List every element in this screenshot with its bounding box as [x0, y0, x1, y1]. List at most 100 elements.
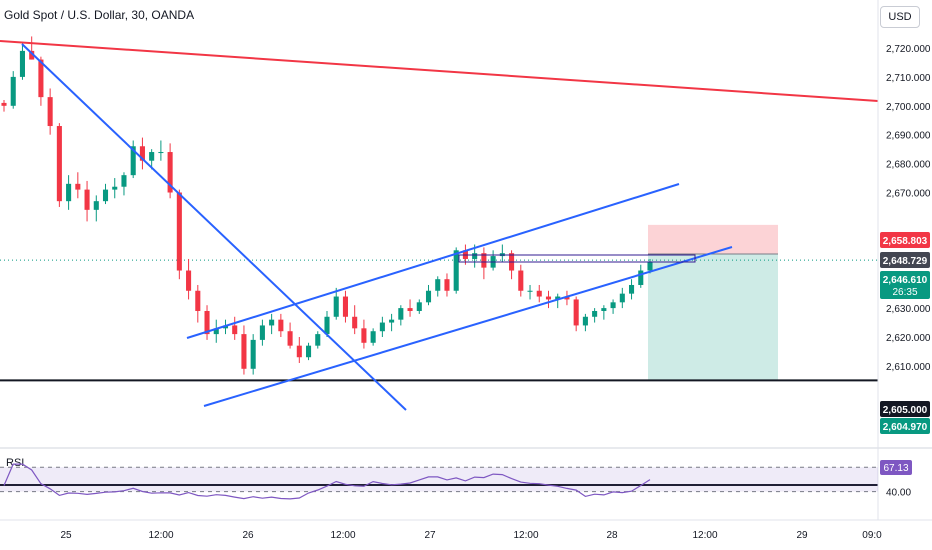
candle-body [56, 126, 62, 202]
price-tick-label: 2,630.000 [886, 304, 931, 315]
candle-body [527, 290, 533, 292]
candle-body [130, 146, 136, 176]
rsi-band [0, 467, 878, 492]
candle-body [425, 290, 432, 303]
price-badge-label: 2,646.610 [883, 275, 928, 286]
candle-body [435, 279, 441, 291]
candle-body [389, 319, 395, 323]
price-badge-label: 2,605.000 [883, 405, 928, 416]
candle-body [250, 339, 256, 369]
candle-body [573, 299, 579, 326]
price-badge [880, 401, 930, 417]
rsi-value-badge [880, 460, 912, 475]
candle-body [167, 152, 173, 193]
candle-body [398, 308, 404, 320]
price-badge [880, 271, 930, 299]
candle-body [629, 284, 635, 294]
price-tick-label: 2,680.000 [886, 160, 931, 171]
candle-body [139, 146, 145, 161]
candle-body [149, 152, 155, 161]
candle-body [555, 296, 561, 300]
position-stop-zone [648, 224, 778, 254]
candle-body [259, 325, 265, 340]
candle-body [204, 310, 210, 335]
candle-body [306, 345, 312, 358]
rsi-label: RSI [6, 457, 24, 469]
candle-body [102, 189, 109, 202]
candle-body [112, 186, 118, 190]
candle-body [545, 296, 552, 300]
position-target-zone [648, 253, 778, 381]
candle-body [315, 334, 321, 346]
channel-upper-line [186, 183, 680, 339]
candle-body [232, 325, 238, 335]
time-tick-label: 09:0 [862, 530, 882, 541]
channel-lower-line [203, 246, 733, 407]
rsi-tick-label: 40.00 [886, 488, 911, 499]
candle-body [444, 279, 450, 291]
rsi-line [3, 463, 651, 500]
candle-body [601, 308, 607, 311]
price-badge-label: 2,604.970 [883, 422, 928, 433]
candle-body [481, 253, 487, 268]
candle-body [361, 328, 367, 343]
currency-button[interactable]: USD [880, 6, 920, 28]
candle-body [75, 183, 81, 190]
price-tick-label: 2,620.000 [886, 333, 931, 344]
candle-body [195, 290, 201, 311]
candle-body [241, 334, 247, 369]
candle-body [582, 316, 588, 326]
candle-body [647, 261, 653, 271]
candle-body [379, 322, 385, 332]
price-badge-label: 2,658.803 [883, 236, 928, 247]
candle-body [536, 290, 542, 297]
price-tick-label: 2,670.000 [886, 189, 931, 200]
candle-body [619, 293, 625, 303]
price-tick-label: 2,710.000 [886, 73, 931, 84]
candle-body [564, 296, 570, 300]
price-badge [880, 252, 930, 268]
candle-body [296, 345, 302, 358]
candle-body [47, 97, 53, 127]
candle-body [416, 302, 422, 311]
price-tick-label: 2,610.000 [886, 362, 931, 373]
candle-body [518, 270, 524, 291]
candle-body [342, 296, 348, 317]
candle-body [84, 189, 90, 210]
candle-body [352, 316, 358, 329]
candle-body [29, 50, 35, 60]
time-tick-label: 12:00 [148, 530, 173, 541]
resistance-box [458, 254, 696, 263]
time-tick-label: 25 [60, 530, 72, 541]
time-tick-label: 26 [242, 530, 254, 541]
candle-body [287, 331, 293, 346]
time-tick-label: 12:00 [513, 530, 538, 541]
resistance-trendline [0, 40, 879, 102]
rsi-value-label: 67.13 [883, 463, 908, 474]
candle-body [213, 328, 219, 335]
candle-body [638, 270, 644, 285]
price-tick-label: 2,720.000 [886, 44, 931, 55]
price-tick-label: 2,690.000 [886, 131, 931, 142]
candle-body [176, 192, 182, 271]
chart-title: Gold Spot / U.S. Dollar, 30, OANDA [4, 8, 195, 22]
candle-body [66, 183, 72, 202]
candle-body [333, 296, 339, 317]
price-badge-label: 2,648.729 [883, 256, 928, 267]
price-badge [880, 232, 930, 248]
candle-body [278, 319, 284, 332]
candle-body [93, 201, 99, 210]
candle-body [610, 302, 616, 309]
candle-body [19, 50, 25, 77]
time-tick-label: 27 [424, 530, 436, 541]
time-tick-label: 28 [606, 530, 618, 541]
time-tick-label: 29 [796, 530, 808, 541]
price-tick-label: 2,700.000 [886, 102, 931, 113]
candle-body [407, 308, 413, 311]
price-badge-countdown: 26:35 [892, 287, 917, 298]
candle-body [472, 253, 478, 259]
candle-body [38, 59, 44, 98]
candle-body [10, 76, 16, 106]
time-tick-label: 12:00 [330, 530, 355, 541]
